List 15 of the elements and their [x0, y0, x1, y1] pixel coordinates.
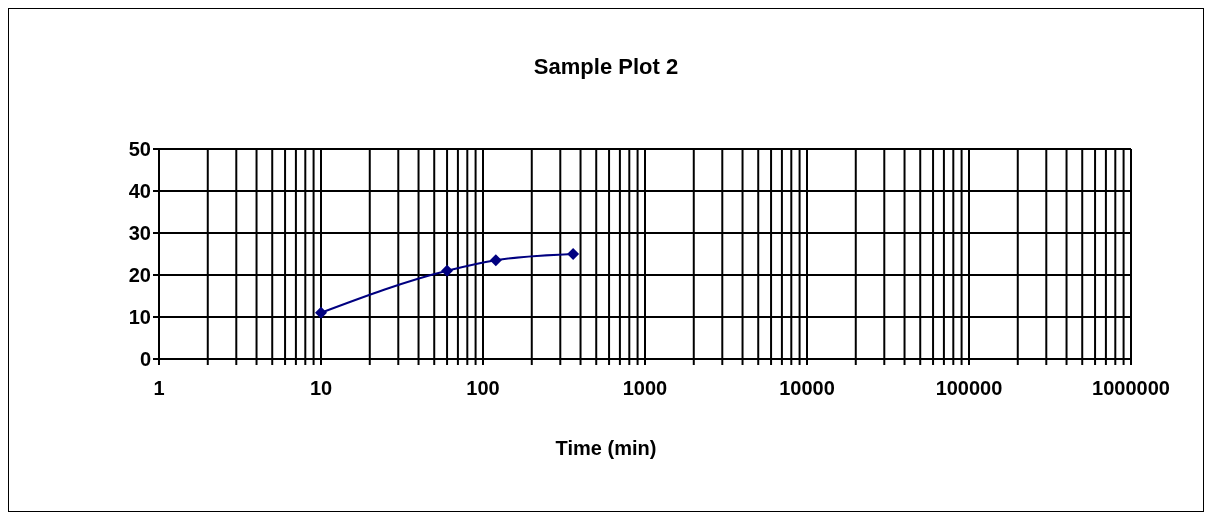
x-tick-label: 100 [466, 377, 500, 400]
chart-title: Sample Plot 2 [532, 54, 680, 80]
x-tick-label: 10 [309, 377, 333, 400]
x-tick-label: 1000000 [1092, 377, 1170, 400]
x-tick-label: 1000 [622, 377, 668, 400]
y-tick-label: 40 [128, 180, 151, 203]
x-tick-label: 1 [153, 377, 165, 400]
x-axis-title: Time (min) [554, 437, 658, 460]
x-tick-label: 10000 [779, 377, 835, 400]
y-tick-label: 20 [128, 264, 151, 287]
y-tick-label: 10 [128, 306, 151, 329]
y-tick-label: 0 [139, 348, 151, 371]
y-tick-label: 50 [128, 138, 151, 161]
y-tick-label: 30 [128, 222, 151, 245]
x-tick-label: 100000 [935, 377, 1003, 400]
